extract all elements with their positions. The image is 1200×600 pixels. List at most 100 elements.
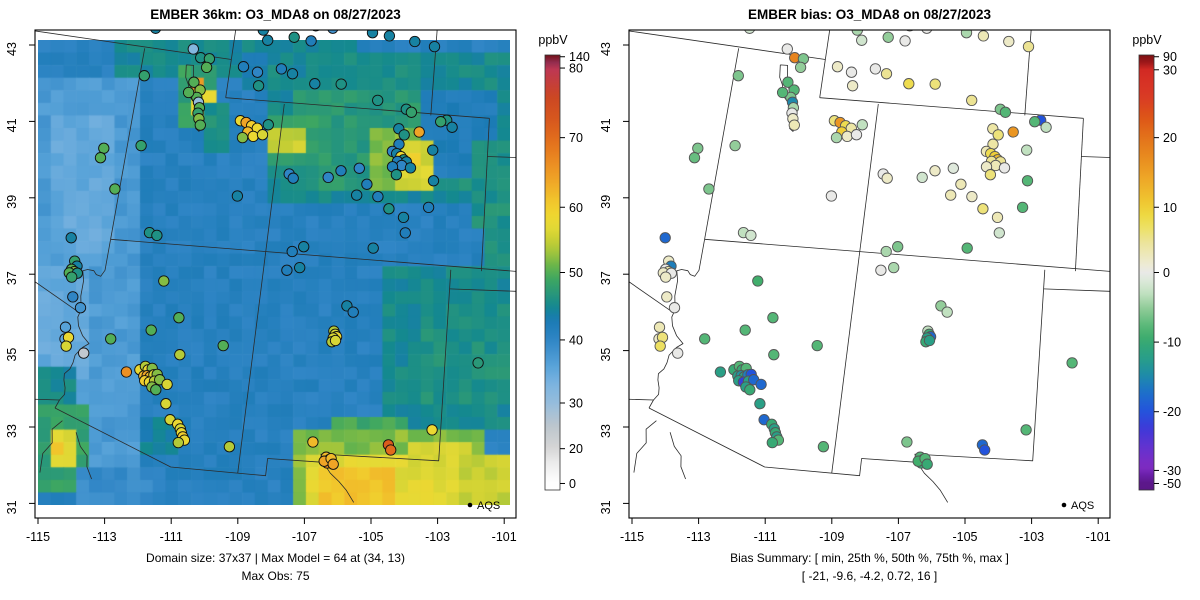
station-point — [428, 40, 441, 53]
station-point — [744, 384, 756, 396]
station-point — [1066, 357, 1078, 369]
station-point — [151, 229, 163, 242]
station-point — [236, 131, 249, 144]
station-point — [831, 61, 844, 73]
y-tick-label: 35 — [599, 348, 613, 362]
border-colorado-west — [264, 103, 285, 257]
colorbar-tick-label: 90 — [1163, 50, 1177, 64]
station-point — [294, 261, 306, 274]
station-point — [385, 444, 397, 456]
station-point — [427, 175, 440, 187]
station-point — [288, 31, 300, 43]
station-point — [882, 31, 894, 43]
station-point — [347, 306, 359, 318]
right-footer-line2: [ -21, -9.6, -4.2, 0.72, 16 ] — [801, 569, 938, 583]
station-point — [739, 324, 751, 336]
border-arizona-newmexico — [831, 256, 860, 474]
right-panel-title: EMBER bias: O3_MDA8 on 08/27/2023 — [747, 7, 992, 22]
aqs-legend-label: AQS — [477, 500, 500, 512]
x-tick-label: -101 — [492, 530, 517, 544]
station-point — [472, 357, 484, 369]
colorbar-tick-label: -50 — [1163, 477, 1181, 491]
station-point — [767, 312, 779, 324]
station-point — [888, 261, 900, 274]
x-tick-label: -105 — [952, 530, 977, 544]
station-point — [287, 172, 299, 184]
station-point — [830, 131, 843, 144]
station-point — [979, 444, 991, 456]
border-nevada-california — [629, 281, 673, 313]
y-tick-label: 41 — [599, 118, 613, 132]
station-point — [172, 436, 184, 449]
state-borders — [35, 30, 516, 503]
station-point — [281, 264, 293, 276]
station-point — [688, 152, 701, 164]
station-point — [422, 201, 435, 214]
border-texas-oklahoma-36-5n — [1043, 288, 1110, 292]
station-point — [404, 162, 417, 174]
station-point — [187, 43, 199, 55]
station-point — [351, 189, 363, 201]
station-point — [305, 35, 317, 47]
station-point — [98, 142, 110, 154]
right-colorbar-unit-label: ppbV — [1132, 33, 1162, 47]
station-point — [158, 275, 170, 287]
station-point — [383, 203, 395, 215]
right-footer-line1: Bias Summary: [ min, 25th %, 50th %, 75t… — [730, 551, 1009, 565]
station-point — [160, 398, 172, 410]
y-tick-label: 37 — [5, 271, 19, 285]
x-tick-label: -111 — [754, 530, 777, 544]
station-point — [361, 178, 373, 190]
station-point — [109, 183, 121, 195]
x-tick-label: -107 — [886, 530, 911, 544]
station-point — [1029, 116, 1041, 128]
station-point — [194, 119, 206, 131]
station-point — [998, 162, 1011, 174]
station-point — [174, 349, 186, 361]
station-point — [367, 242, 379, 254]
station-point — [335, 78, 347, 90]
station-point — [921, 30, 933, 34]
station-point — [435, 116, 447, 128]
border-gulf-coast-baja — [39, 420, 63, 473]
left-footer-line1: Domain size: 37x37 | Max Model = 64 at (… — [146, 551, 405, 565]
x-tick-label: -109 — [819, 530, 844, 544]
x-tick-label: -111 — [160, 530, 183, 544]
station-point — [286, 245, 298, 258]
colorbar-tick-label: 20 — [569, 442, 583, 456]
border-37n — [704, 238, 1110, 272]
border-colorado-east — [1075, 118, 1084, 272]
station-point — [732, 70, 744, 82]
colorbar-tick-label: 10 — [1163, 201, 1177, 215]
station-point — [223, 441, 236, 453]
border-colorado-river — [653, 239, 705, 401]
x-tick-label: -115 — [26, 530, 50, 544]
station-point — [231, 190, 244, 202]
colorbar-tick-label: 40 — [569, 333, 583, 347]
station-point — [768, 349, 780, 361]
x-tick-label: -101 — [1086, 530, 1111, 544]
border-mexico-border — [648, 407, 918, 477]
border-gulf-coast-sonora — [75, 432, 92, 480]
x-tick-label: -113 — [687, 530, 711, 544]
aqs-legend-label: AQS — [1071, 500, 1094, 512]
station-point — [78, 347, 90, 359]
station-point — [120, 366, 133, 378]
station-point — [150, 384, 162, 396]
station-point — [984, 169, 997, 181]
station-point — [880, 245, 892, 258]
border-rio-grande — [916, 462, 949, 503]
station-point — [668, 302, 681, 314]
station-point — [672, 347, 684, 359]
station-point — [1016, 201, 1029, 214]
station-point — [150, 30, 161, 34]
x-tick-label: -105 — [358, 530, 383, 544]
border-nevada-california — [35, 281, 79, 313]
panel-frame — [628, 29, 1111, 519]
station-point — [660, 271, 672, 283]
station-point — [941, 306, 953, 318]
x-tick-label: -107 — [292, 530, 317, 544]
station-point — [901, 436, 913, 448]
border-gulf-coast-baja — [633, 420, 657, 473]
station-point — [744, 30, 755, 34]
